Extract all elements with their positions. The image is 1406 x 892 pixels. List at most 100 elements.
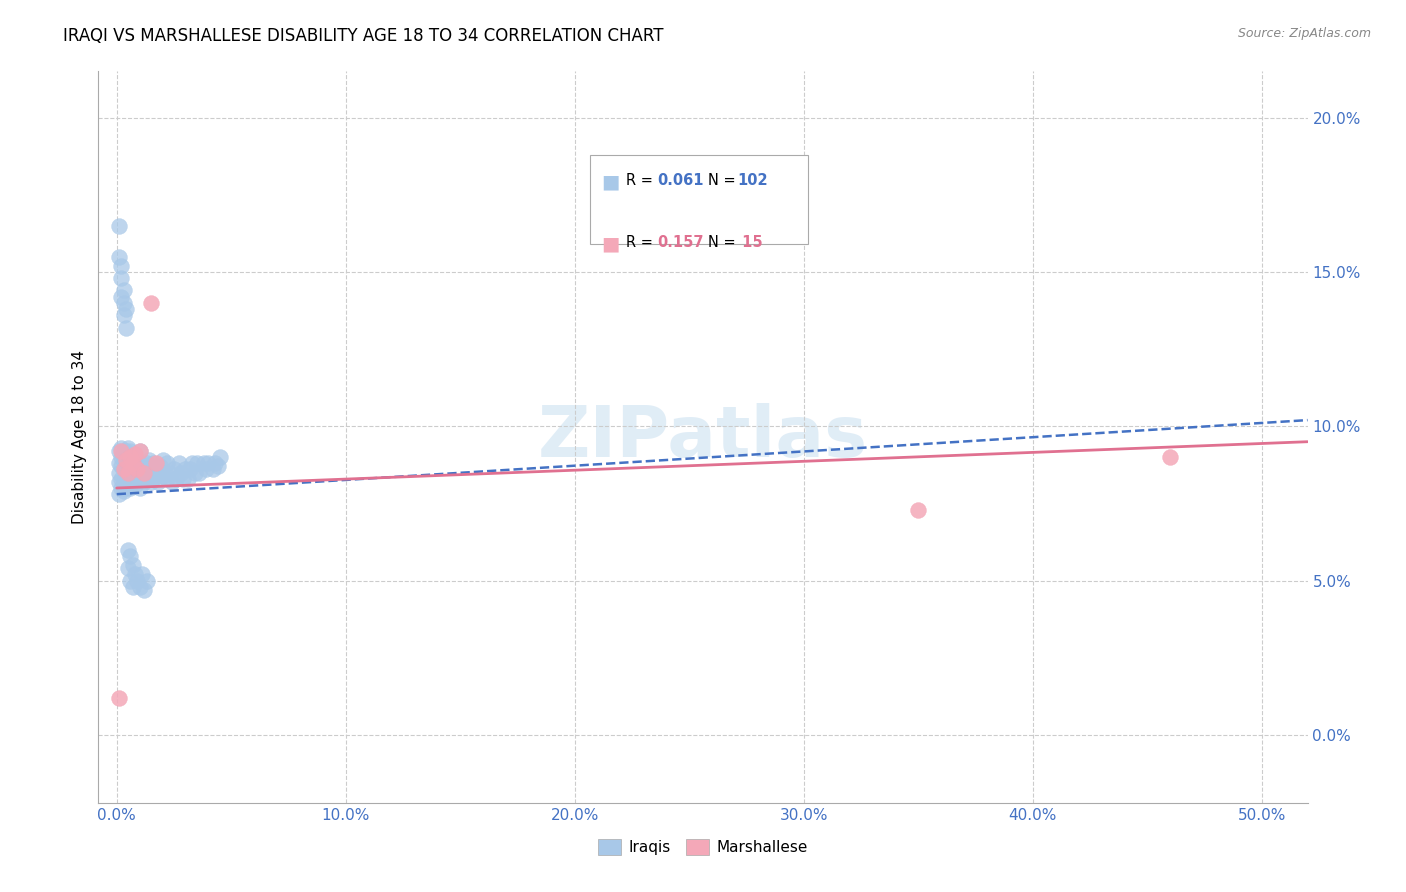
Point — [160, 475, 183, 489]
Point — [112, 462, 135, 476]
Point — [195, 462, 218, 476]
Point — [112, 295, 135, 310]
Point — [128, 580, 150, 594]
Point — [112, 284, 135, 298]
Point — [117, 478, 139, 492]
Point — [115, 453, 138, 467]
Point — [120, 444, 142, 458]
Text: 15: 15 — [738, 235, 763, 251]
Point — [121, 580, 143, 594]
Point — [110, 472, 132, 486]
Point — [135, 472, 157, 486]
Point — [156, 456, 179, 470]
Point — [127, 456, 149, 470]
Point — [115, 481, 138, 495]
Point — [179, 462, 201, 476]
Point — [1159, 450, 1181, 464]
Point — [170, 466, 193, 480]
Point — [115, 456, 138, 470]
Point — [134, 459, 156, 474]
Point — [208, 450, 231, 464]
Point — [124, 447, 146, 461]
Point — [112, 462, 135, 476]
Point — [174, 462, 197, 476]
Point — [124, 453, 146, 467]
Point — [108, 250, 131, 264]
Point — [165, 472, 187, 486]
Text: R =: R = — [627, 235, 658, 251]
Point — [117, 466, 139, 480]
Point — [201, 462, 224, 476]
Point — [108, 487, 131, 501]
Point — [128, 481, 150, 495]
Point — [142, 456, 165, 470]
Point — [134, 475, 156, 489]
Point — [110, 259, 132, 273]
Text: IRAQI VS MARSHALLESE DISABILITY AGE 18 TO 34 CORRELATION CHART: IRAQI VS MARSHALLESE DISABILITY AGE 18 T… — [63, 27, 664, 45]
Point — [149, 459, 172, 474]
Point — [152, 468, 174, 483]
Point — [135, 456, 157, 470]
Point — [115, 320, 138, 334]
Point — [124, 567, 146, 582]
Point — [124, 466, 146, 480]
Point — [117, 561, 139, 575]
Point — [120, 468, 142, 483]
Point — [108, 475, 131, 489]
Point — [127, 472, 149, 486]
Point — [128, 444, 150, 458]
Point — [121, 475, 143, 489]
Point — [120, 574, 142, 588]
Point — [146, 475, 169, 489]
Point — [115, 444, 138, 458]
Point — [128, 444, 150, 458]
Point — [117, 466, 139, 480]
Point — [138, 453, 160, 467]
Text: 0.061: 0.061 — [658, 173, 704, 188]
Point — [121, 450, 143, 464]
Point — [117, 453, 139, 467]
Point — [120, 481, 142, 495]
Text: 0.157: 0.157 — [658, 235, 704, 251]
Point — [163, 462, 186, 476]
Point — [110, 481, 132, 495]
Point — [207, 459, 229, 474]
Point — [188, 466, 211, 480]
Text: ■: ■ — [602, 172, 620, 191]
Text: ZIPatlas: ZIPatlas — [538, 402, 868, 472]
Point — [120, 549, 142, 563]
Text: N =: N = — [709, 235, 740, 251]
Point — [112, 453, 135, 467]
Legend: Iraqis, Marshallese: Iraqis, Marshallese — [592, 833, 814, 861]
Point — [177, 472, 200, 486]
Point — [110, 441, 132, 455]
Point — [115, 301, 138, 316]
Point — [139, 475, 162, 489]
Point — [110, 271, 132, 285]
Point — [112, 475, 135, 489]
Point — [204, 456, 226, 470]
Text: ■: ■ — [602, 235, 620, 253]
Point — [135, 574, 157, 588]
Point — [117, 441, 139, 455]
Point — [193, 456, 215, 470]
Point — [139, 295, 162, 310]
Point — [124, 478, 146, 492]
Point — [156, 472, 179, 486]
Point — [121, 462, 143, 476]
Point — [115, 468, 138, 483]
Y-axis label: Disability Age 18 to 34: Disability Age 18 to 34 — [72, 350, 87, 524]
Point — [134, 582, 156, 597]
Point — [131, 459, 153, 474]
Point — [181, 456, 204, 470]
Point — [121, 456, 143, 470]
Point — [110, 459, 132, 474]
Point — [167, 456, 190, 470]
Point — [128, 468, 150, 483]
Point — [134, 466, 156, 480]
Point — [157, 466, 180, 480]
Point — [108, 690, 131, 705]
Point — [108, 219, 131, 233]
Point — [112, 444, 135, 458]
Point — [153, 466, 176, 480]
